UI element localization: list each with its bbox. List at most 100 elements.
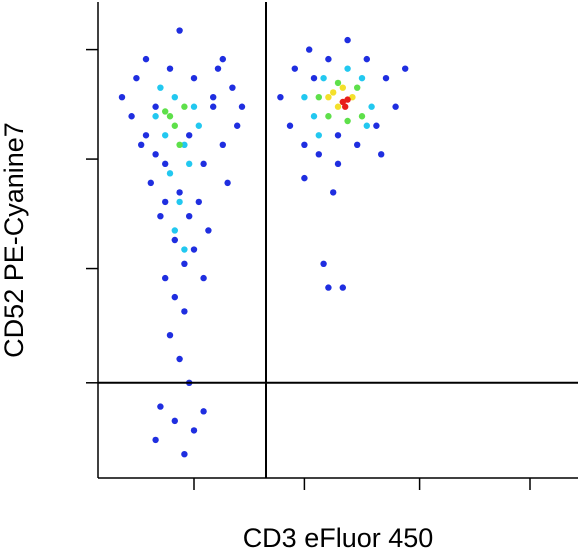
event-point — [162, 132, 169, 139]
event-point — [190, 103, 198, 110]
event-point — [190, 427, 198, 434]
event-point — [176, 198, 183, 206]
event-point — [344, 65, 351, 72]
event-point — [330, 89, 337, 96]
event-point — [176, 27, 183, 34]
event-point — [166, 170, 174, 177]
event-point — [320, 74, 327, 82]
event-point — [166, 113, 174, 120]
event-point — [162, 198, 169, 206]
event-point — [301, 141, 308, 148]
event-point — [181, 246, 188, 253]
event-point — [166, 332, 174, 339]
event-point — [291, 65, 298, 72]
event-point — [171, 293, 178, 301]
event-point — [157, 213, 164, 220]
event-point — [200, 274, 207, 282]
event-point — [171, 227, 178, 234]
event-point — [277, 94, 284, 101]
event-point — [219, 55, 226, 63]
event-point — [142, 55, 150, 63]
event-point — [344, 117, 351, 125]
event-point — [325, 113, 332, 120]
event-point — [301, 94, 308, 101]
event-point — [152, 103, 159, 110]
event-point — [349, 94, 356, 101]
event-point — [171, 417, 178, 425]
event-point — [195, 198, 202, 206]
event-point — [358, 74, 366, 82]
event-point — [171, 122, 178, 129]
event-point — [190, 246, 198, 253]
event-point — [354, 84, 361, 91]
event-point — [234, 122, 241, 129]
event-point — [219, 141, 226, 148]
x-axis-label: CD3 eFluor 450 — [243, 523, 434, 553]
event-point — [363, 55, 370, 63]
event-point — [315, 94, 322, 101]
event-point — [339, 98, 346, 106]
event-point — [171, 94, 178, 101]
event-point — [176, 355, 183, 363]
event-point — [181, 103, 188, 110]
event-point — [334, 79, 342, 87]
event-point — [162, 274, 169, 282]
event-point — [229, 84, 236, 91]
event-point — [315, 151, 322, 158]
event-point — [162, 160, 169, 168]
event-point — [176, 189, 183, 196]
event-point — [363, 122, 370, 129]
event-point — [181, 141, 188, 148]
event-point — [368, 103, 375, 110]
event-point — [190, 74, 198, 82]
event-point — [315, 132, 322, 139]
event-point — [142, 132, 150, 139]
event-point — [133, 74, 140, 82]
y-axis-label: CD52 PE-Cyanine7 — [0, 122, 29, 358]
event-point — [210, 103, 217, 110]
event-point — [378, 151, 385, 158]
event-point — [325, 55, 332, 63]
event-point — [342, 103, 349, 110]
event-point — [310, 74, 318, 82]
event-point — [195, 122, 202, 129]
event-point — [334, 160, 342, 168]
event-point — [205, 227, 212, 234]
event-point — [310, 113, 318, 120]
event-point — [306, 46, 313, 53]
event-point — [392, 103, 399, 110]
event-point — [402, 65, 409, 72]
event-point — [214, 65, 222, 72]
event-point — [128, 113, 135, 120]
event-point — [354, 141, 361, 148]
event-point — [166, 65, 174, 72]
event-point — [152, 436, 159, 444]
event-point — [171, 236, 178, 244]
event-point — [339, 84, 346, 91]
event-point — [181, 451, 188, 458]
event-point — [238, 103, 246, 110]
event-point — [339, 284, 346, 291]
event-point — [157, 403, 164, 410]
event-point — [373, 122, 380, 129]
event-point — [320, 260, 327, 267]
event-point — [334, 103, 342, 110]
event-point — [344, 96, 351, 103]
event-point — [344, 36, 351, 44]
event-point — [186, 160, 193, 168]
event-point — [186, 213, 193, 220]
event-point — [325, 94, 332, 101]
event-point — [162, 108, 169, 115]
event-point — [334, 132, 342, 139]
event-point — [186, 132, 193, 139]
event-point — [200, 160, 207, 168]
event-point — [358, 113, 366, 120]
event-point — [330, 189, 337, 196]
event-point — [181, 260, 188, 267]
event-point — [181, 308, 188, 315]
event-point — [157, 84, 164, 91]
event-point — [176, 141, 183, 148]
event-point — [325, 284, 332, 291]
event-point — [138, 141, 145, 148]
